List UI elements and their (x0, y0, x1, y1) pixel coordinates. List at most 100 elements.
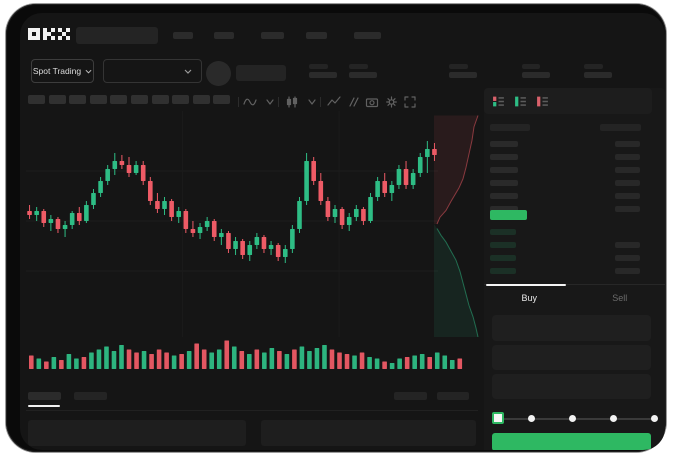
book-bids-icon[interactable] (514, 95, 527, 108)
fullscreen-icon[interactable] (402, 95, 418, 109)
depth-chart[interactable] (434, 111, 484, 337)
bid-price-placeholder (490, 255, 516, 261)
book-combined-icon[interactable] (492, 95, 505, 108)
ask-price-placeholder (490, 206, 518, 212)
bid-price-placeholder (490, 242, 516, 248)
settings-gear-icon[interactable] (383, 95, 399, 109)
candlestick-chart[interactable] (26, 111, 438, 337)
timeframe-button-placeholder[interactable] (69, 95, 87, 104)
amount-input[interactable] (492, 345, 651, 370)
bottom-action-placeholder[interactable] (437, 392, 469, 400)
ask-row[interactable] (484, 151, 665, 164)
camera-icon[interactable] (364, 95, 380, 109)
chevron-down-icon[interactable] (262, 95, 278, 109)
ask-row[interactable] (484, 190, 665, 203)
stat-label-placeholder (522, 64, 540, 69)
stat-value-placeholder (349, 72, 377, 78)
price-input[interactable] (492, 315, 651, 341)
ask-price-placeholder (490, 180, 518, 186)
timeframe-button-placeholder[interactable] (172, 95, 190, 104)
last-price-highlight[interactable] (490, 210, 527, 220)
timeframe-button-placeholder[interactable] (48, 95, 66, 104)
stat-label-placeholder (309, 64, 328, 69)
timeframe-button-placeholder[interactable] (89, 95, 107, 104)
ask-row[interactable] (484, 138, 665, 151)
bid-row[interactable] (484, 265, 665, 278)
timeframe-button-placeholder[interactable] (28, 95, 45, 104)
chevron-down-icon (85, 69, 92, 74)
bottom-tab-placeholder[interactable] (28, 392, 61, 400)
ask-price-placeholder (490, 141, 518, 147)
stat-label-placeholder (449, 64, 468, 69)
orders-panel-placeholder (261, 420, 476, 446)
pair-selector-dropdown[interactable] (103, 59, 202, 83)
orders-panel-placeholder (28, 420, 246, 446)
device-frame: Spot Trading (6, 4, 666, 452)
ask-amount-placeholder (615, 193, 640, 199)
indicator-icon[interactable] (326, 95, 342, 109)
line-chart-icon[interactable] (242, 95, 258, 109)
bottom-tab-placeholder[interactable] (74, 392, 107, 400)
ask-row[interactable] (484, 164, 665, 177)
timeframe-button-placeholder[interactable] (192, 95, 210, 104)
candlestick-icon[interactable] (284, 95, 300, 109)
ask-amount-placeholder (615, 167, 640, 173)
order-book-header (484, 124, 665, 132)
nav-item-placeholder[interactable] (214, 32, 234, 39)
coin-avatar (206, 61, 231, 86)
bid-amount-placeholder (615, 268, 640, 274)
stat-label-placeholder (584, 64, 603, 69)
app-window: Spot Trading (20, 13, 665, 450)
order-book-view-toggles (484, 88, 652, 114)
ask-rows (484, 138, 665, 216)
timeframe-button-placeholder[interactable] (131, 95, 148, 104)
ask-amount-placeholder (615, 141, 640, 147)
bottom-action-placeholder[interactable] (394, 392, 427, 400)
chevron-down-icon[interactable] (304, 95, 320, 109)
price-column-header-placeholder (490, 124, 530, 131)
ask-price-placeholder (490, 154, 518, 160)
trade-side-tabs: Buy Sell (484, 284, 665, 310)
active-tab-indicator (28, 405, 60, 407)
timeframe-button-placeholder[interactable] (151, 95, 169, 104)
order-book-panel: Buy Sell (484, 88, 665, 450)
bid-row[interactable] (484, 226, 665, 239)
stat-value-placeholder (522, 72, 550, 78)
tab-buy[interactable]: Buy (484, 285, 575, 310)
stat-value-placeholder (449, 72, 477, 78)
compare-icon[interactable] (345, 95, 361, 109)
nav-item-placeholder[interactable] (354, 32, 381, 39)
buy-tab-label: Buy (521, 292, 537, 303)
amount-slider-track[interactable] (496, 418, 656, 420)
chevron-down-icon (184, 69, 192, 74)
book-asks-icon[interactable] (536, 95, 549, 108)
tab-sell[interactable]: Sell (575, 285, 666, 310)
ask-amount-placeholder (615, 206, 640, 212)
volume-chart[interactable] (28, 335, 464, 373)
nav-item-placeholder[interactable] (173, 32, 193, 39)
slider-step-dot[interactable] (610, 415, 617, 422)
ask-amount-placeholder (615, 154, 640, 160)
nav-item-placeholder[interactable] (261, 32, 284, 39)
total-input[interactable] (492, 374, 651, 399)
pair-name-placeholder (236, 65, 286, 81)
ask-row[interactable] (484, 177, 665, 190)
amount-slider-handle[interactable] (492, 412, 504, 424)
ask-price-placeholder (490, 193, 518, 199)
slider-step-dot[interactable] (651, 415, 658, 422)
ask-row[interactable] (484, 203, 665, 216)
bid-amount-placeholder (615, 242, 640, 248)
search-placeholder[interactable] (76, 27, 158, 44)
bid-row[interactable] (484, 239, 665, 252)
market-type-selector[interactable]: Spot Trading (31, 59, 94, 83)
timeframe-button-placeholder[interactable] (213, 95, 231, 104)
timeframe-button-placeholder[interactable] (110, 95, 128, 104)
amount-column-header-placeholder (600, 124, 641, 131)
bid-row[interactable] (484, 252, 665, 265)
bid-price-placeholder (490, 268, 516, 274)
nav-item-placeholder[interactable] (306, 32, 327, 39)
slider-step-dot[interactable] (569, 415, 576, 422)
buy-submit-button[interactable] (492, 433, 651, 450)
slider-step-dot[interactable] (528, 415, 535, 422)
ask-price-placeholder (490, 167, 518, 173)
